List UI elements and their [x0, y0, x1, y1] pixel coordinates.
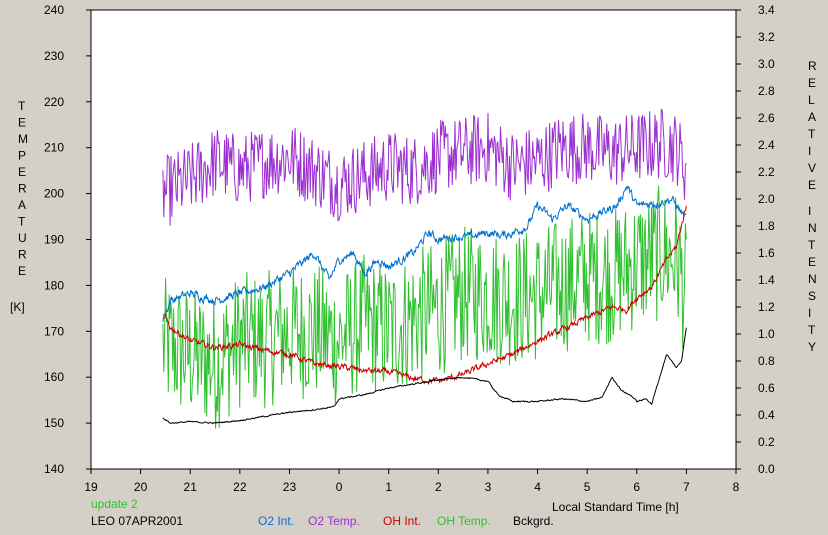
- legend-item: O2 Temp.: [308, 514, 360, 528]
- y-left-tick-label: 190: [44, 233, 64, 247]
- series-line-o2-int: [162, 185, 687, 322]
- series-line-bckgrd: [162, 327, 687, 425]
- y-right-tick-label: 2.0: [758, 192, 775, 206]
- y-left-tick-label: 140: [44, 462, 64, 476]
- y-right-tick-label: 1.8: [758, 219, 775, 233]
- x-tick-label: 6: [633, 480, 640, 494]
- x-tick-label: 2: [435, 480, 442, 494]
- x-tick-label: 5: [584, 480, 591, 494]
- x-tick-label: 4: [534, 480, 541, 494]
- site-date-text: LEO 07APR2001: [91, 514, 183, 528]
- x-tick-label: 3: [485, 480, 492, 494]
- series-layer: [162, 108, 687, 429]
- x-tick-label: 8: [733, 480, 740, 494]
- y-right-tick-label: 2.8: [758, 84, 775, 98]
- y-left-tick-label: 220: [44, 95, 64, 109]
- x-tick-label: 23: [283, 480, 297, 494]
- legend-item: Bckgrd.: [513, 514, 554, 528]
- y-left-tick-label: 240: [44, 3, 64, 17]
- y-left-tick-label: 230: [44, 49, 64, 63]
- y-right-tick-label: 0.6: [758, 381, 775, 395]
- y-right-tick-label: 1.4: [758, 273, 775, 287]
- y-right-tick-label: 0.4: [758, 408, 775, 422]
- series-line-oh-temp: [162, 185, 687, 429]
- y-left-tick-label: 150: [44, 416, 64, 430]
- x-tick-label: 1: [385, 480, 392, 494]
- y-right-tick-label: 3.0: [758, 57, 775, 71]
- x-tick-label: 20: [134, 480, 148, 494]
- y-left-tick-label: 210: [44, 141, 64, 155]
- y-right-tick-label: 1.2: [758, 300, 775, 314]
- y-right-tick-label: 2.4: [758, 138, 775, 152]
- y-right-tick-label: 3.4: [758, 3, 775, 17]
- status-text: update 2: [91, 497, 138, 511]
- y-right-tick-label: 1.0: [758, 327, 775, 341]
- left-axis-unit: [K]: [10, 300, 25, 314]
- series-line-o2-temp: [162, 108, 687, 226]
- y-left-tick-label: 180: [44, 278, 64, 292]
- y-left-tick-label: 160: [44, 370, 64, 384]
- legend-item: OH Temp.: [437, 514, 491, 528]
- legend: O2 Int. O2 Temp. OH Int. OH Temp. Bckgrd.: [258, 514, 554, 528]
- legend-item: O2 Int.: [258, 514, 294, 528]
- y-right-tick-label: 0.0: [758, 462, 775, 476]
- y-right-tick-label: 0.8: [758, 354, 775, 368]
- y-left-tick-label: 170: [44, 324, 64, 338]
- axes: 1401501601701801902002102202302400.00.20…: [44, 3, 775, 494]
- y-right-tick-label: 2.2: [758, 165, 775, 179]
- x-tick-label: 22: [233, 480, 247, 494]
- x-tick-label: 7: [683, 480, 690, 494]
- x-tick-label: 19: [84, 480, 98, 494]
- y-left-tick-label: 200: [44, 187, 64, 201]
- y-right-tick-label: 3.2: [758, 30, 775, 44]
- y-right-tick-label: 1.6: [758, 246, 775, 260]
- y-right-tick-label: 2.6: [758, 111, 775, 125]
- y-right-tick-label: 0.2: [758, 435, 775, 449]
- x-axis-label: Local Standard Time [h]: [552, 500, 679, 514]
- x-tick-label: 0: [336, 480, 343, 494]
- legend-item: OH Int.: [383, 514, 421, 528]
- plot-area: [90, 9, 737, 470]
- x-tick-label: 21: [184, 480, 198, 494]
